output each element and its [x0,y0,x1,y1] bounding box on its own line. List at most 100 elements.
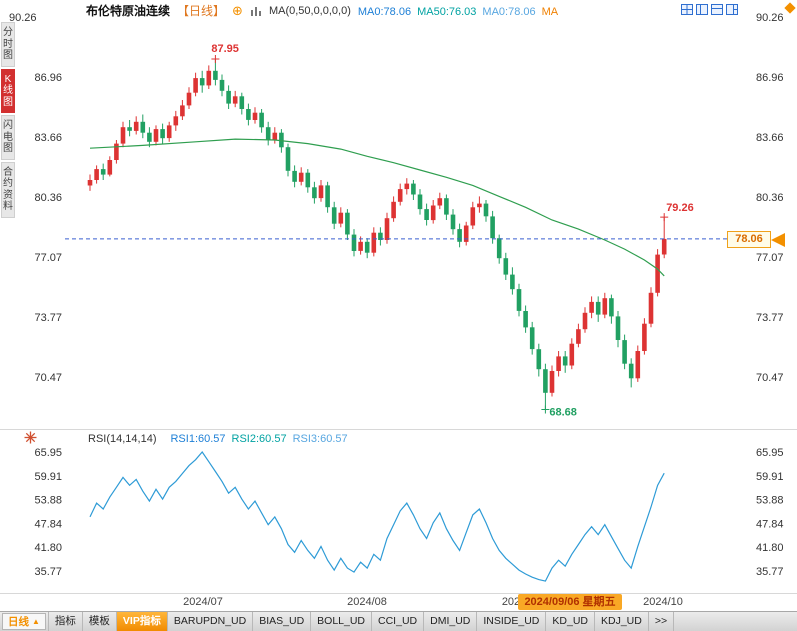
toolbar-tab-indicators[interactable]: 指标 [49,612,83,631]
toolbar-tab-cci_ud[interactable]: CCI_UD [372,612,425,631]
layout-sidebar-icon[interactable] [726,3,738,16]
candle-body [226,90,231,104]
toolbar-tab-vip-indicators[interactable]: VIP指标 [116,612,168,631]
toolbar-tab-inside_ud[interactable]: INSIDE_UD [477,612,547,631]
candle-body [391,201,396,219]
last-price-annotation: 79.26 [666,202,694,214]
candle-body [576,329,581,344]
candle-body [279,132,284,148]
candle-body [595,301,601,315]
rsi-values: RSI1:60.57 RSI2:60.57 RSI3:60.57 [170,433,353,445]
candle-body [404,183,410,190]
rsi-name-label[interactable]: RSI(14,14,14) [88,433,157,445]
x-axis-label: 202 [501,596,521,608]
x-axis-label: 2024/07 [183,596,223,608]
toolbar-tab-dmi_ud[interactable]: DMI_UD [424,612,478,631]
candle-body [259,112,264,128]
candle-body [133,121,139,131]
y-axis-label: 77.07 [34,252,62,264]
toolbar-tab-boll_ud[interactable]: BOLL_UD [311,612,373,631]
layout-grid-icon[interactable] [681,3,693,16]
candle-body [536,349,542,370]
candle-body [358,241,363,251]
toolbar-tab-kd_ud[interactable]: KD_UD [546,612,595,631]
rsi-axis-label: 47.84 [34,518,62,530]
ma-settings-label[interactable]: MA(0,50,0,0,0,0) [268,4,351,17]
ma-legend-item-2: MA0:78.06 [482,5,536,18]
candle-body [252,112,258,120]
y-axis-label: 83.66 [34,132,62,144]
rsi-legend-item-1: RSI2:60.57 [231,433,287,445]
sidebar-tab-contract-info[interactable]: 合约资料 [1,161,15,218]
toolbar-tab-kdj_ud[interactable]: KDJ_UD [595,612,649,631]
candle-body [94,169,99,180]
period-selector-button[interactable]: 日线 ▲ [2,613,46,630]
candle-body [246,109,251,120]
candle-body [463,225,469,242]
rsi-axis-label: 65.95 [756,447,784,459]
selected-date-highlight[interactable]: 2024/09/06 星期五 [518,594,622,610]
x-axis-label: 2024/08 [347,596,387,608]
candle-body [338,212,344,224]
layout-icons-group [681,3,738,16]
toolbar-tab-more[interactable]: >> [649,612,675,631]
candle-body [114,143,119,160]
candle-body [430,205,436,221]
candle-body [543,369,548,393]
rsi-axis-label: 65.95 [34,447,62,459]
toolbar-tab-templates[interactable]: 模板 [83,612,117,631]
add-overlay-icon[interactable]: ⊕ [232,3,243,18]
layout-rows-icon[interactable] [711,3,723,16]
candle-body [239,96,245,109]
candle-body [523,311,528,328]
layout-columns-icon[interactable] [696,3,708,16]
candle-body [642,323,647,351]
sidebar-tab-time-chart[interactable]: 分时图 [1,22,15,67]
candle-body [602,298,608,315]
candle-body [655,254,660,293]
candle-body [186,92,192,106]
sidebar-tab-kline-chart[interactable]: K线图 [1,68,15,113]
candle-body [87,180,93,186]
ma-legend-item-3: MA [541,5,559,18]
candle-body [609,298,614,317]
rsi-legend-item-0: RSI1:60.57 [170,433,226,445]
candle-body [444,198,449,215]
candle-body [648,292,654,324]
candle-body [503,258,509,275]
candle-body [450,214,456,230]
candle-body [562,356,568,366]
sidebar-tab-flash-chart[interactable]: 闪电图 [1,115,15,160]
candle-body [477,203,482,208]
period-label[interactable]: 【日线】 [177,4,226,18]
y-axis-label: 90.26 [756,12,784,24]
candle-body [457,229,462,242]
ma-legend: MA0:78.06 MA50:76.03 MA0:78.06 MA [358,4,564,18]
indicator-settings-icon[interactable] [24,431,37,449]
rsi-axis-label: 53.88 [34,495,62,507]
toolbar-tab-bias_ud[interactable]: BIAS_UD [253,612,312,631]
candle-body [628,363,634,379]
rsi-header: RSI(14,14,14) RSI1:60.57 RSI2:60.57 RSI3:6… [88,433,354,445]
toolbar-tab-barupdn_ud[interactable]: BARUPDN_UD [168,612,254,631]
candle-body [397,189,403,202]
y-axis-label: 77.07 [756,252,784,264]
candle-body [378,232,383,240]
candle-body [417,194,423,210]
rsi-axis-label: 59.91 [756,471,784,483]
candle-body [127,127,132,131]
candle-body [265,127,271,140]
candle-body [483,203,489,217]
candle-body [325,185,330,208]
candle-body [635,351,641,379]
candle-body [496,238,502,259]
candle-body [615,316,621,340]
y-axis-label: 83.66 [756,132,784,144]
instrument-title: 布伦特原油连续 [86,4,171,18]
candle-body [470,207,476,226]
candle-body [351,234,357,251]
candle-body [516,289,522,311]
overlay-chart-icon[interactable] [250,5,262,17]
